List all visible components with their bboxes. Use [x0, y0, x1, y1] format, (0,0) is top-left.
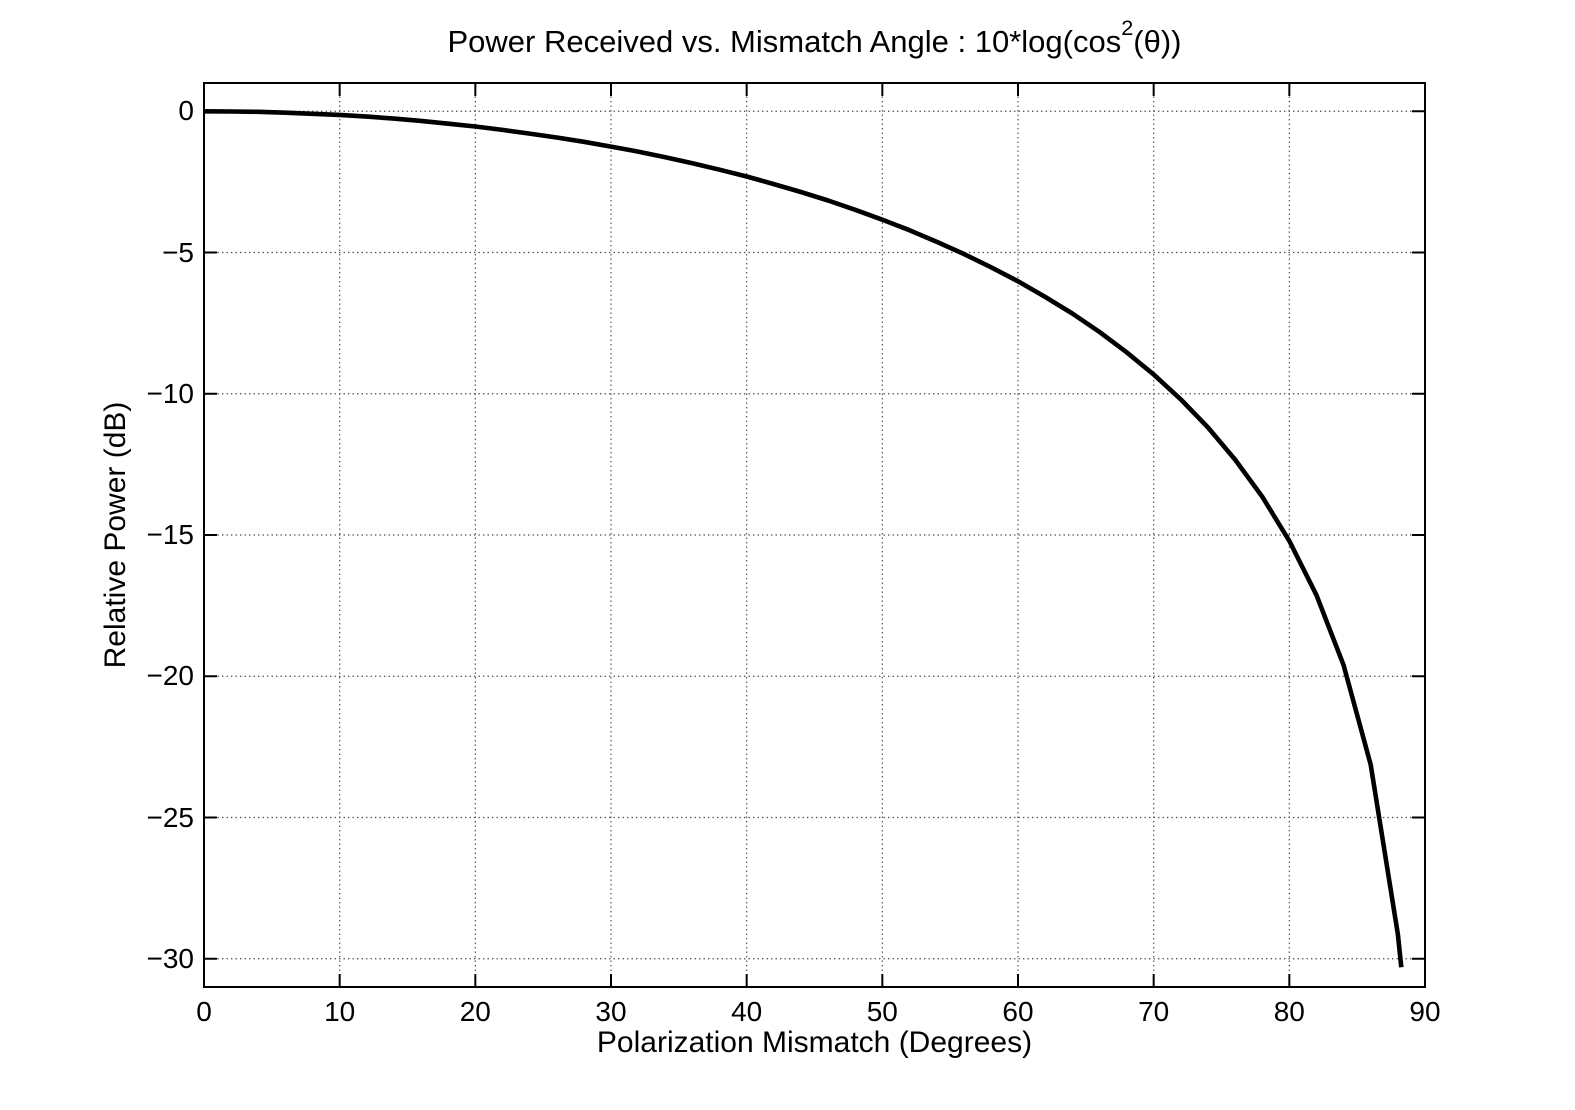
y-tick-label: −30	[146, 942, 195, 974]
x-tick-label: 30	[595, 996, 627, 1027]
x-axis-label: Polarization Mismatch (Degrees)	[596, 1026, 1033, 1059]
y-tick-label: −10	[146, 377, 195, 409]
y-tick-label: −20	[146, 660, 195, 692]
x-tick-label: 40	[731, 996, 763, 1027]
x-tick-label: 20	[459, 996, 491, 1027]
y-tick-label: −15	[146, 519, 195, 550]
x-tick-label: 50	[866, 996, 898, 1027]
plot-border	[203, 82, 1426, 988]
y-tick-label: −25	[146, 801, 195, 833]
x-tick-label: 60	[1002, 996, 1034, 1027]
chart-title-superscript: 2	[1121, 15, 1134, 41]
y-tick-label: 0	[178, 95, 194, 127]
chart-title: Power Received vs. Mismatch Angle : 10*l…	[204, 17, 1425, 60]
y-tick-label: −5	[162, 236, 194, 268]
x-tick-labels: 0 10 20 30 40 50 60 70 80 90	[0, 996, 1575, 1032]
x-tick-label: 80	[1273, 996, 1305, 1027]
tick-marks	[203, 83, 1426, 987]
y-axis-label: Relative Power (dB)	[99, 401, 132, 669]
x-tick-label: 70	[1138, 996, 1170, 1027]
x-tick-label: 10	[324, 996, 356, 1027]
x-tick-label: 90	[1409, 996, 1441, 1027]
x-tick-label: 0	[196, 996, 212, 1027]
chart-title-post: (θ))	[1133, 24, 1182, 59]
power-curve	[203, 109, 1404, 968]
chart-title-pre: Power Received vs. Mismatch Angle : 10*l…	[447, 24, 1122, 59]
grid-layer	[204, 83, 1425, 987]
y-tick-labels: 0 −5 −10 −15 −20 −25 −30	[0, 0, 195, 1110]
